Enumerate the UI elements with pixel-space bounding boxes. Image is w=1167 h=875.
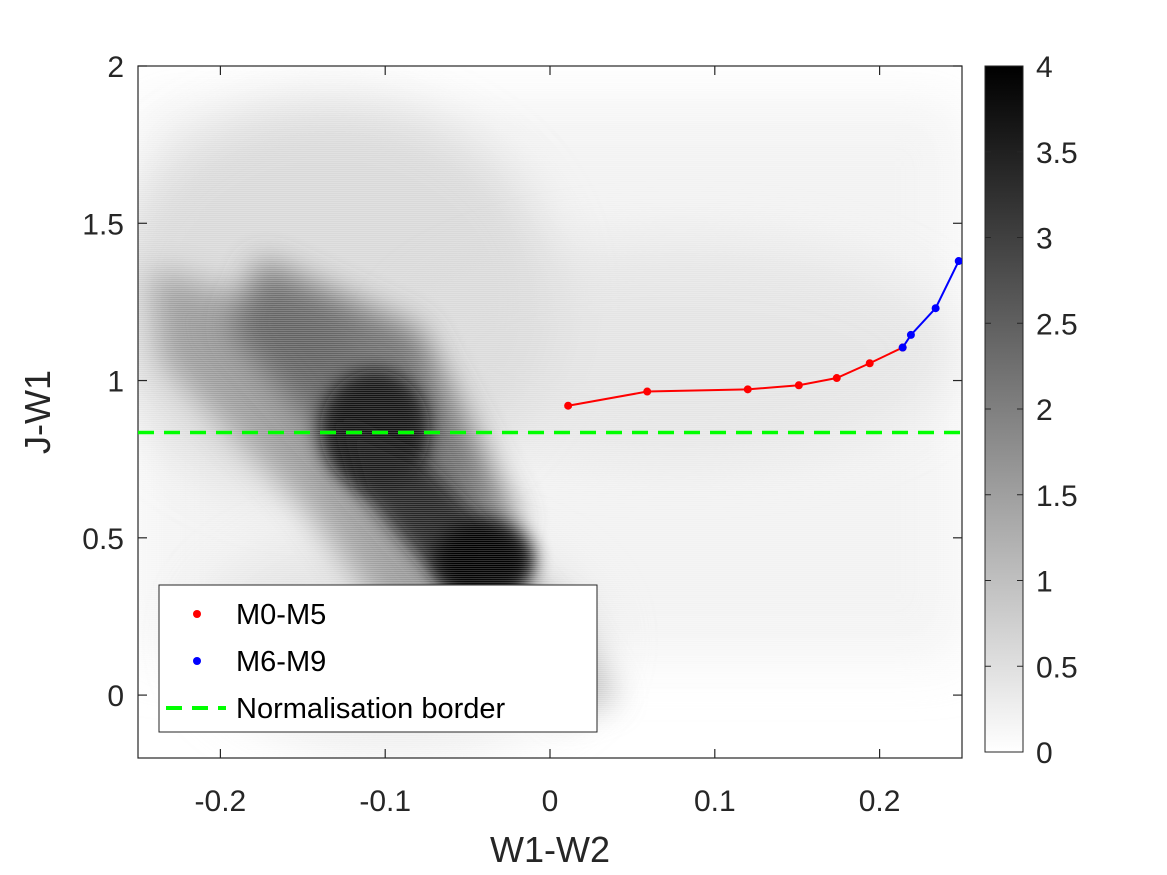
series-layer <box>138 257 962 435</box>
data-point-m0-m5 <box>643 387 652 396</box>
colorbar-tick-label: 0 <box>1036 737 1053 770</box>
y-tick-label: 0.5 <box>82 523 124 556</box>
colorbar-tick-label: 0.5 <box>1036 651 1078 684</box>
y-tick-label: 2 <box>107 51 124 84</box>
colorbar-gradient <box>984 65 1024 753</box>
y-tick-label: 1.5 <box>82 208 124 241</box>
legend: M0-M5 M6-M9 Normalisation border <box>158 584 598 733</box>
legend-label-m6-m9: M6-M9 <box>236 646 326 678</box>
data-point-m0-m5 <box>832 374 841 383</box>
x-tick-label: 0 <box>542 785 559 818</box>
colorbar: 0 0.5 1 1.5 2 2.5 3 3.5 4 <box>984 51 1078 770</box>
x-tick-label: 0.2 <box>859 785 901 818</box>
colorbar-tick-label: 3 <box>1036 223 1053 256</box>
colorbar-tick-label: 1.5 <box>1036 480 1078 513</box>
data-point-m0-m5 <box>564 401 573 410</box>
legend-label-m0-m5: M0-M5 <box>236 599 326 631</box>
data-point-m6-m9 <box>931 304 940 313</box>
y-axis: 0 0.5 1 1.5 2 <box>82 51 962 713</box>
data-point-m0-m5 <box>865 359 874 368</box>
x-tick-label: 0.1 <box>694 785 736 818</box>
legend-marker-m0-m5 <box>193 610 201 618</box>
x-tick-label: -0.2 <box>195 785 247 818</box>
data-point-m0-m5 <box>794 381 803 390</box>
data-point-m6-m9 <box>954 257 962 266</box>
legend-label-normalisation-border: Normalisation border <box>236 693 506 725</box>
x-axis: -0.2 -0.1 0 0.1 0.2 <box>195 66 901 818</box>
series-line-m6-m9 <box>901 260 960 349</box>
y-axis-title: J-W1 <box>17 370 58 454</box>
data-point-m6-m9 <box>898 343 907 352</box>
colorbar-tick-label: 2.5 <box>1036 308 1078 341</box>
colorbar-tick-label: 2 <box>1036 394 1053 427</box>
y-tick-label: 1 <box>107 366 124 399</box>
legend-box <box>158 584 598 733</box>
colorbar-tick-label: 4 <box>1036 51 1053 84</box>
colorbar-tick-label: 3.5 <box>1036 137 1078 170</box>
legend-marker-m6-m9 <box>193 657 201 665</box>
y-tick-label: 0 <box>107 680 124 713</box>
x-tick-label: -0.1 <box>359 785 411 818</box>
colorbar-tick-label: 1 <box>1036 566 1053 599</box>
x-axis-title: W1-W2 <box>490 829 610 870</box>
data-point-m0-m5 <box>743 385 752 394</box>
data-point-m6-m9 <box>906 330 915 339</box>
